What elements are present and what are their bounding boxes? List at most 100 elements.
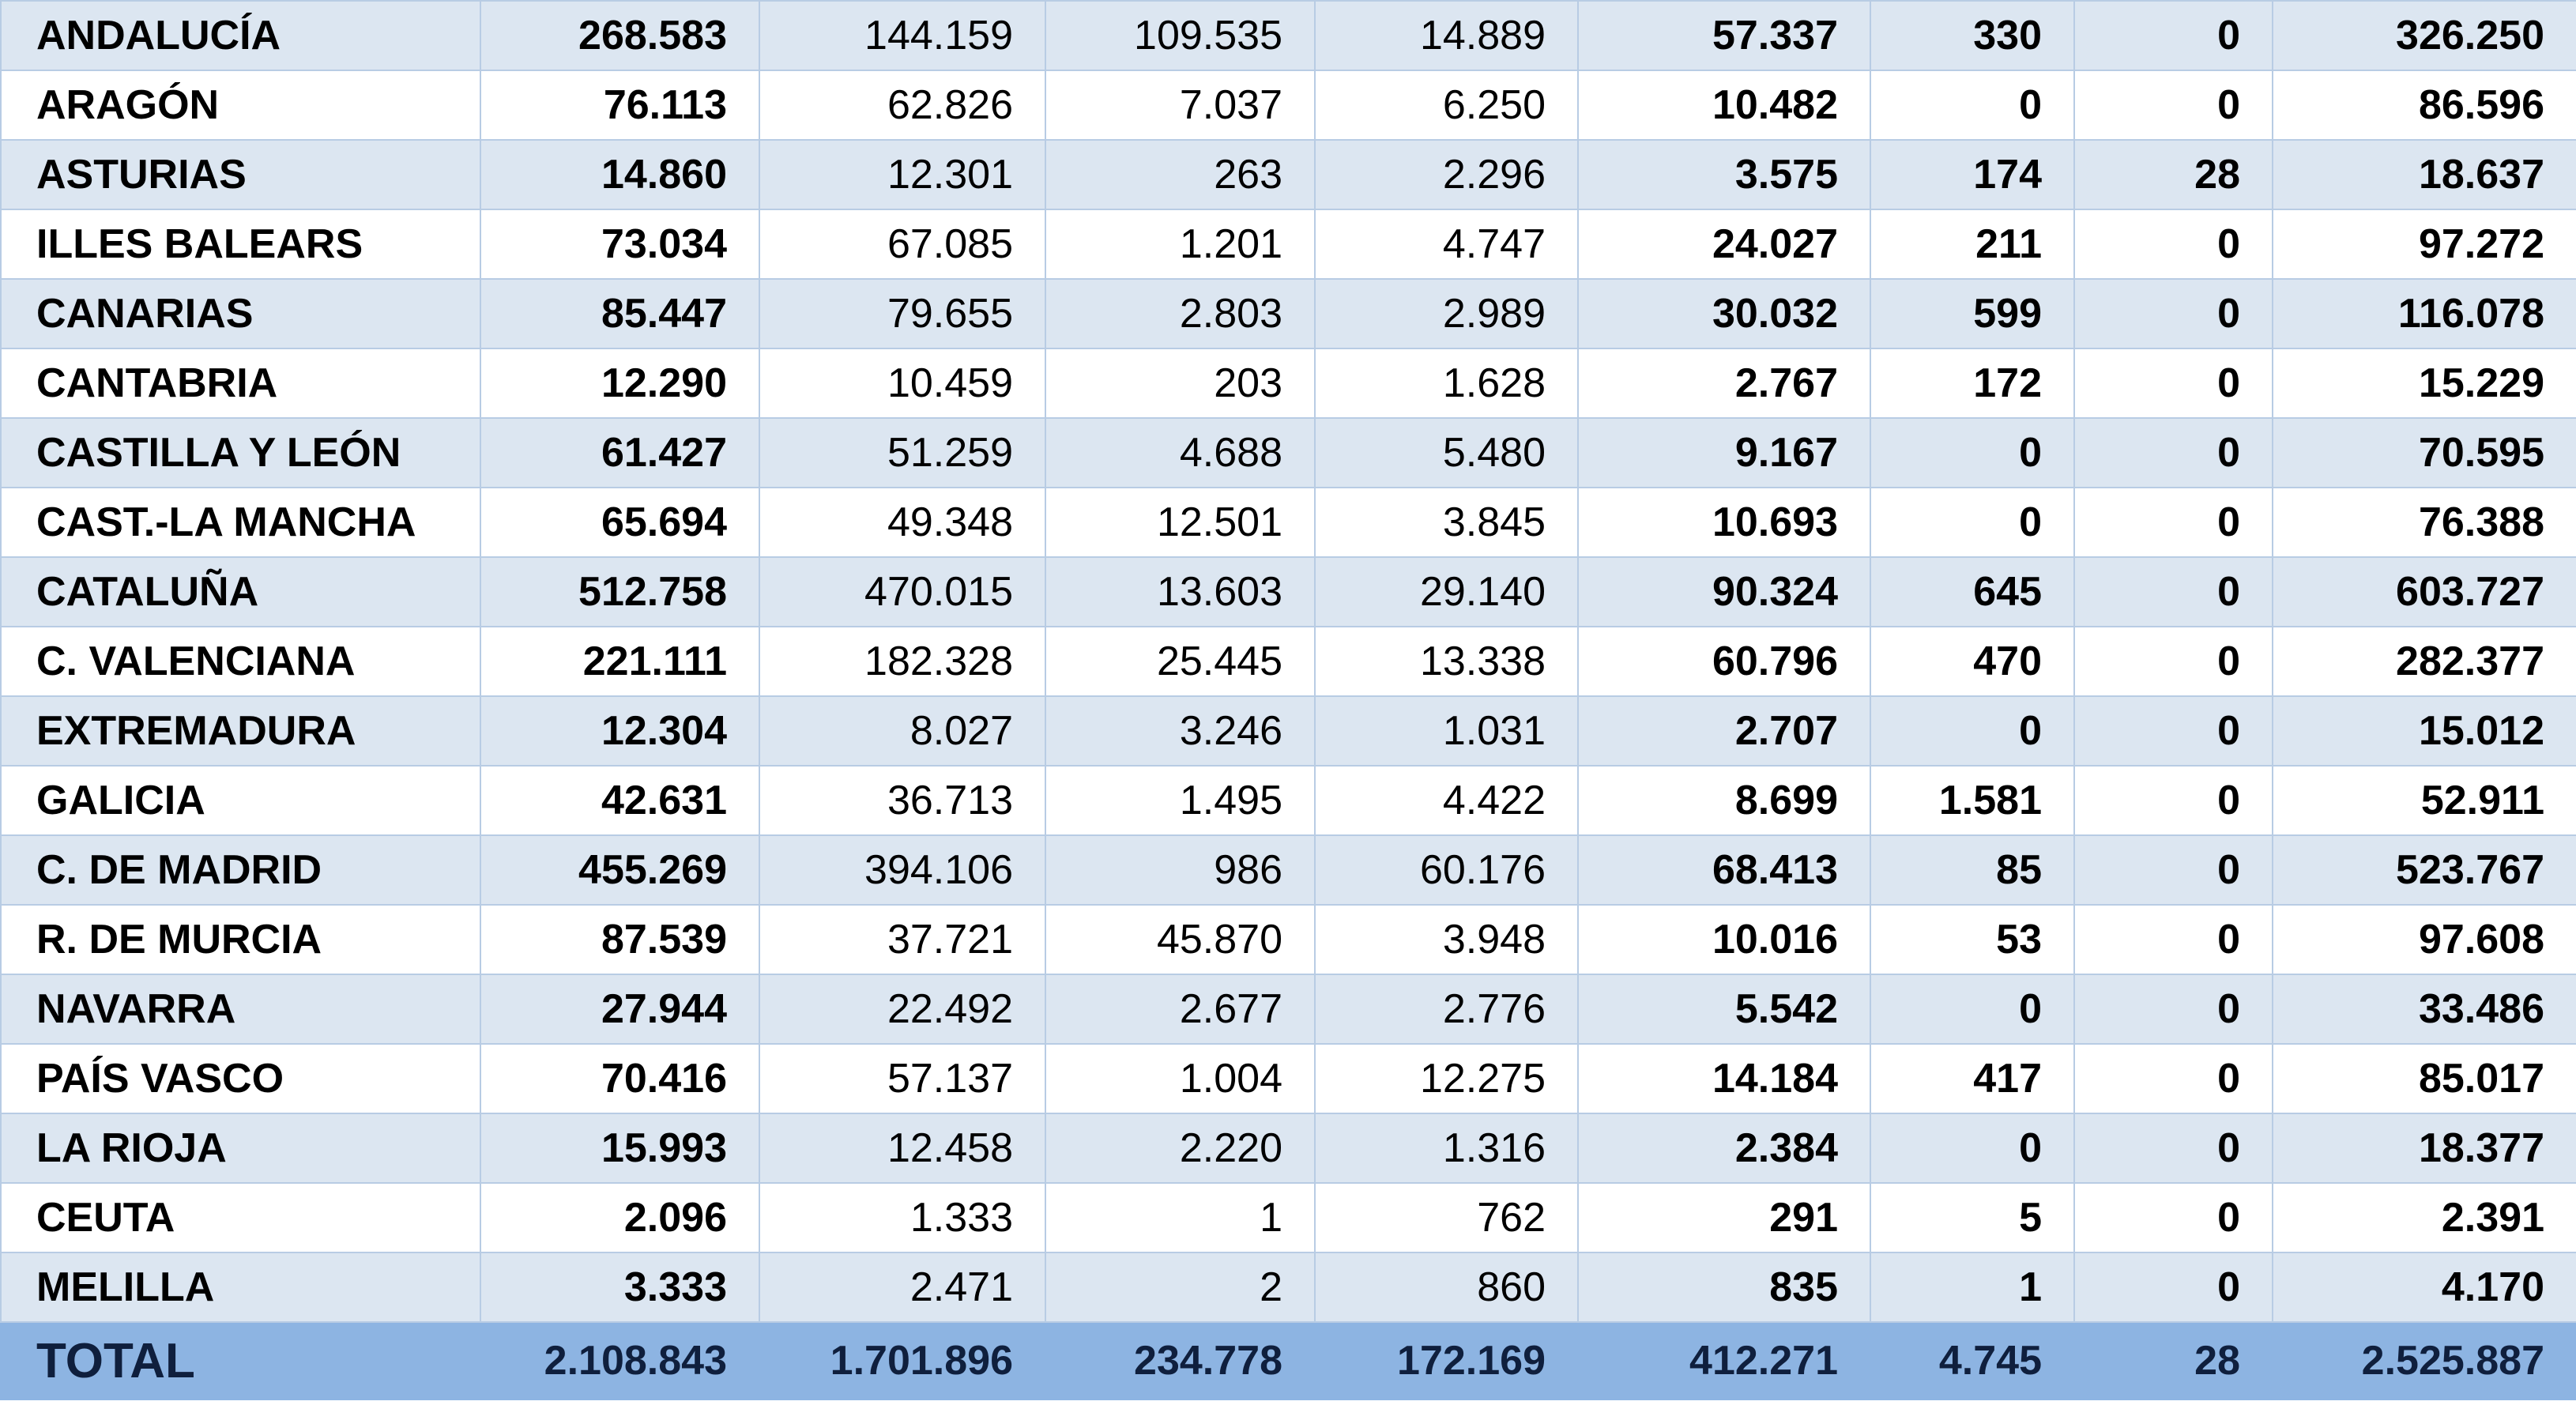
table-row: LA RIOJA 15.993 12.458 2.220 1.316 2.384 0 0 18.… [0,1113,2576,1184]
value-cell: 116.078 [2272,278,2576,349]
region-cell: CANARIAS [0,278,481,349]
value-cell: 67.085 [759,209,1046,280]
value-cell: 221.111 [480,626,760,697]
value-cell: 60.176 [1314,834,1579,906]
value-cell: 2.391 [2272,1182,2576,1253]
value-cell: 13.603 [1045,556,1316,627]
value-cell: 1.581 [1870,765,2075,836]
table-row: CANARIAS 85.447 79.655 2.803 2.989 30.032 599 0… [0,278,2576,349]
value-cell: 49.348 [759,487,1046,558]
value-cell: 1 [1870,1252,2075,1323]
value-cell: 0 [2073,974,2273,1045]
value-cell: 0 [1870,417,2075,488]
table-row: CAST.-LA MANCHA 65.694 49.348 12.501 3.845 10… [0,487,2576,558]
region-cell: C. DE MADRID [0,834,481,906]
value-cell: 2.767 [1577,348,1871,419]
value-cell: 2.471 [759,1252,1046,1323]
value-cell: 3.575 [1577,139,1871,210]
value-cell: 0 [2073,695,2273,767]
value-cell: 85 [1870,834,2075,906]
table-row: ARAGÓN 76.113 62.826 7.037 6.250 10.482 0 0 86.5… [0,70,2576,141]
value-cell: 62.826 [759,70,1046,141]
value-cell: 24.027 [1577,209,1871,280]
value-cell: 5 [1870,1182,2075,1253]
region-cell: ASTURIAS [0,139,481,210]
table-row: MELILLA 3.333 2.471 2 860 835 1 0 4.170 [0,1252,2576,1323]
value-cell: 10.482 [1577,70,1871,141]
value-cell: 211 [1870,209,2075,280]
region-cell: PAÍS VASCO [0,1043,481,1114]
region-cell: NAVARRA [0,974,481,1045]
region-cell: CASTILLA Y LEÓN [0,417,481,488]
value-cell: 3.333 [480,1252,760,1323]
value-cell: 4.422 [1314,765,1579,836]
value-cell: 174 [1870,139,2075,210]
value-cell: 5.542 [1577,974,1871,1045]
value-cell: 835 [1577,1252,1871,1323]
value-cell: 0 [1870,487,2075,558]
value-cell: 326.250 [2272,0,2576,71]
value-cell: 10.016 [1577,904,1871,975]
value-cell: 10.693 [1577,487,1871,558]
value-cell: 394.106 [759,834,1046,906]
value-cell: 0 [2073,278,2273,349]
value-cell: 2.776 [1314,974,1579,1045]
value-cell: 12.301 [759,139,1046,210]
value-cell: 2.096 [480,1182,760,1253]
value-cell: 0 [2073,0,2273,71]
value-cell: 4.170 [2272,1252,2576,1323]
value-cell: 0 [2073,556,2273,627]
value-cell: 61.427 [480,417,760,488]
value-cell: 28 [2073,139,2273,210]
value-cell: 2.384 [1577,1113,1871,1184]
value-cell: 36.713 [759,765,1046,836]
value-cell: 512.758 [480,556,760,627]
value-cell: 9.167 [1577,417,1871,488]
region-cell: GALICIA [0,765,481,836]
value-cell: 860 [1314,1252,1579,1323]
value-cell: 13.338 [1314,626,1579,697]
value-cell: 8.699 [1577,765,1871,836]
value-cell: 986 [1045,834,1316,906]
value-cell: 0 [2073,765,2273,836]
value-cell: 68.413 [1577,834,1871,906]
value-cell: 470 [1870,626,2075,697]
region-cell: TOTAL [0,1321,481,1400]
value-cell: 3.948 [1314,904,1579,975]
table-row: CANTABRIA 12.290 10.459 203 1.628 2.767 172 0 15… [0,348,2576,419]
table-row: GALICIA 42.631 36.713 1.495 4.422 8.699 1.581 0… [0,765,2576,836]
table-row: CASTILLA Y LEÓN 61.427 51.259 4.688 5.480 9.1… [0,417,2576,488]
value-cell: 65.694 [480,487,760,558]
value-cell: 1.201 [1045,209,1316,280]
value-cell: 27.944 [480,974,760,1045]
value-cell: 417 [1870,1043,2075,1114]
value-cell: 28 [2073,1321,2273,1400]
value-cell: 37.721 [759,904,1046,975]
table-row: TOTAL 2.108.843 1.701.896 234.778 172.169 412… [0,1321,2576,1400]
value-cell: 85.017 [2272,1043,2576,1114]
value-cell: 2.677 [1045,974,1316,1045]
region-cell: CAST.-LA MANCHA [0,487,481,558]
value-cell: 7.037 [1045,70,1316,141]
value-cell: 22.492 [759,974,1046,1045]
value-cell: 57.337 [1577,0,1871,71]
value-cell: 51.259 [759,417,1046,488]
region-cell: ANDALUCÍA [0,0,481,71]
value-cell: 60.796 [1577,626,1871,697]
value-cell: 2.803 [1045,278,1316,349]
value-cell: 412.271 [1577,1321,1871,1400]
value-cell: 0 [2073,209,2273,280]
value-cell: 90.324 [1577,556,1871,627]
value-cell: 0 [2073,1182,2273,1253]
value-cell: 18.377 [2272,1113,2576,1184]
value-cell: 234.778 [1045,1321,1316,1400]
value-cell: 76.113 [480,70,760,141]
value-cell: 18.637 [2272,139,2576,210]
region-cell: ILLES BALEARS [0,209,481,280]
value-cell: 25.445 [1045,626,1316,697]
value-cell: 10.459 [759,348,1046,419]
value-cell: 0 [1870,70,2075,141]
value-cell: 2.108.843 [480,1321,760,1400]
